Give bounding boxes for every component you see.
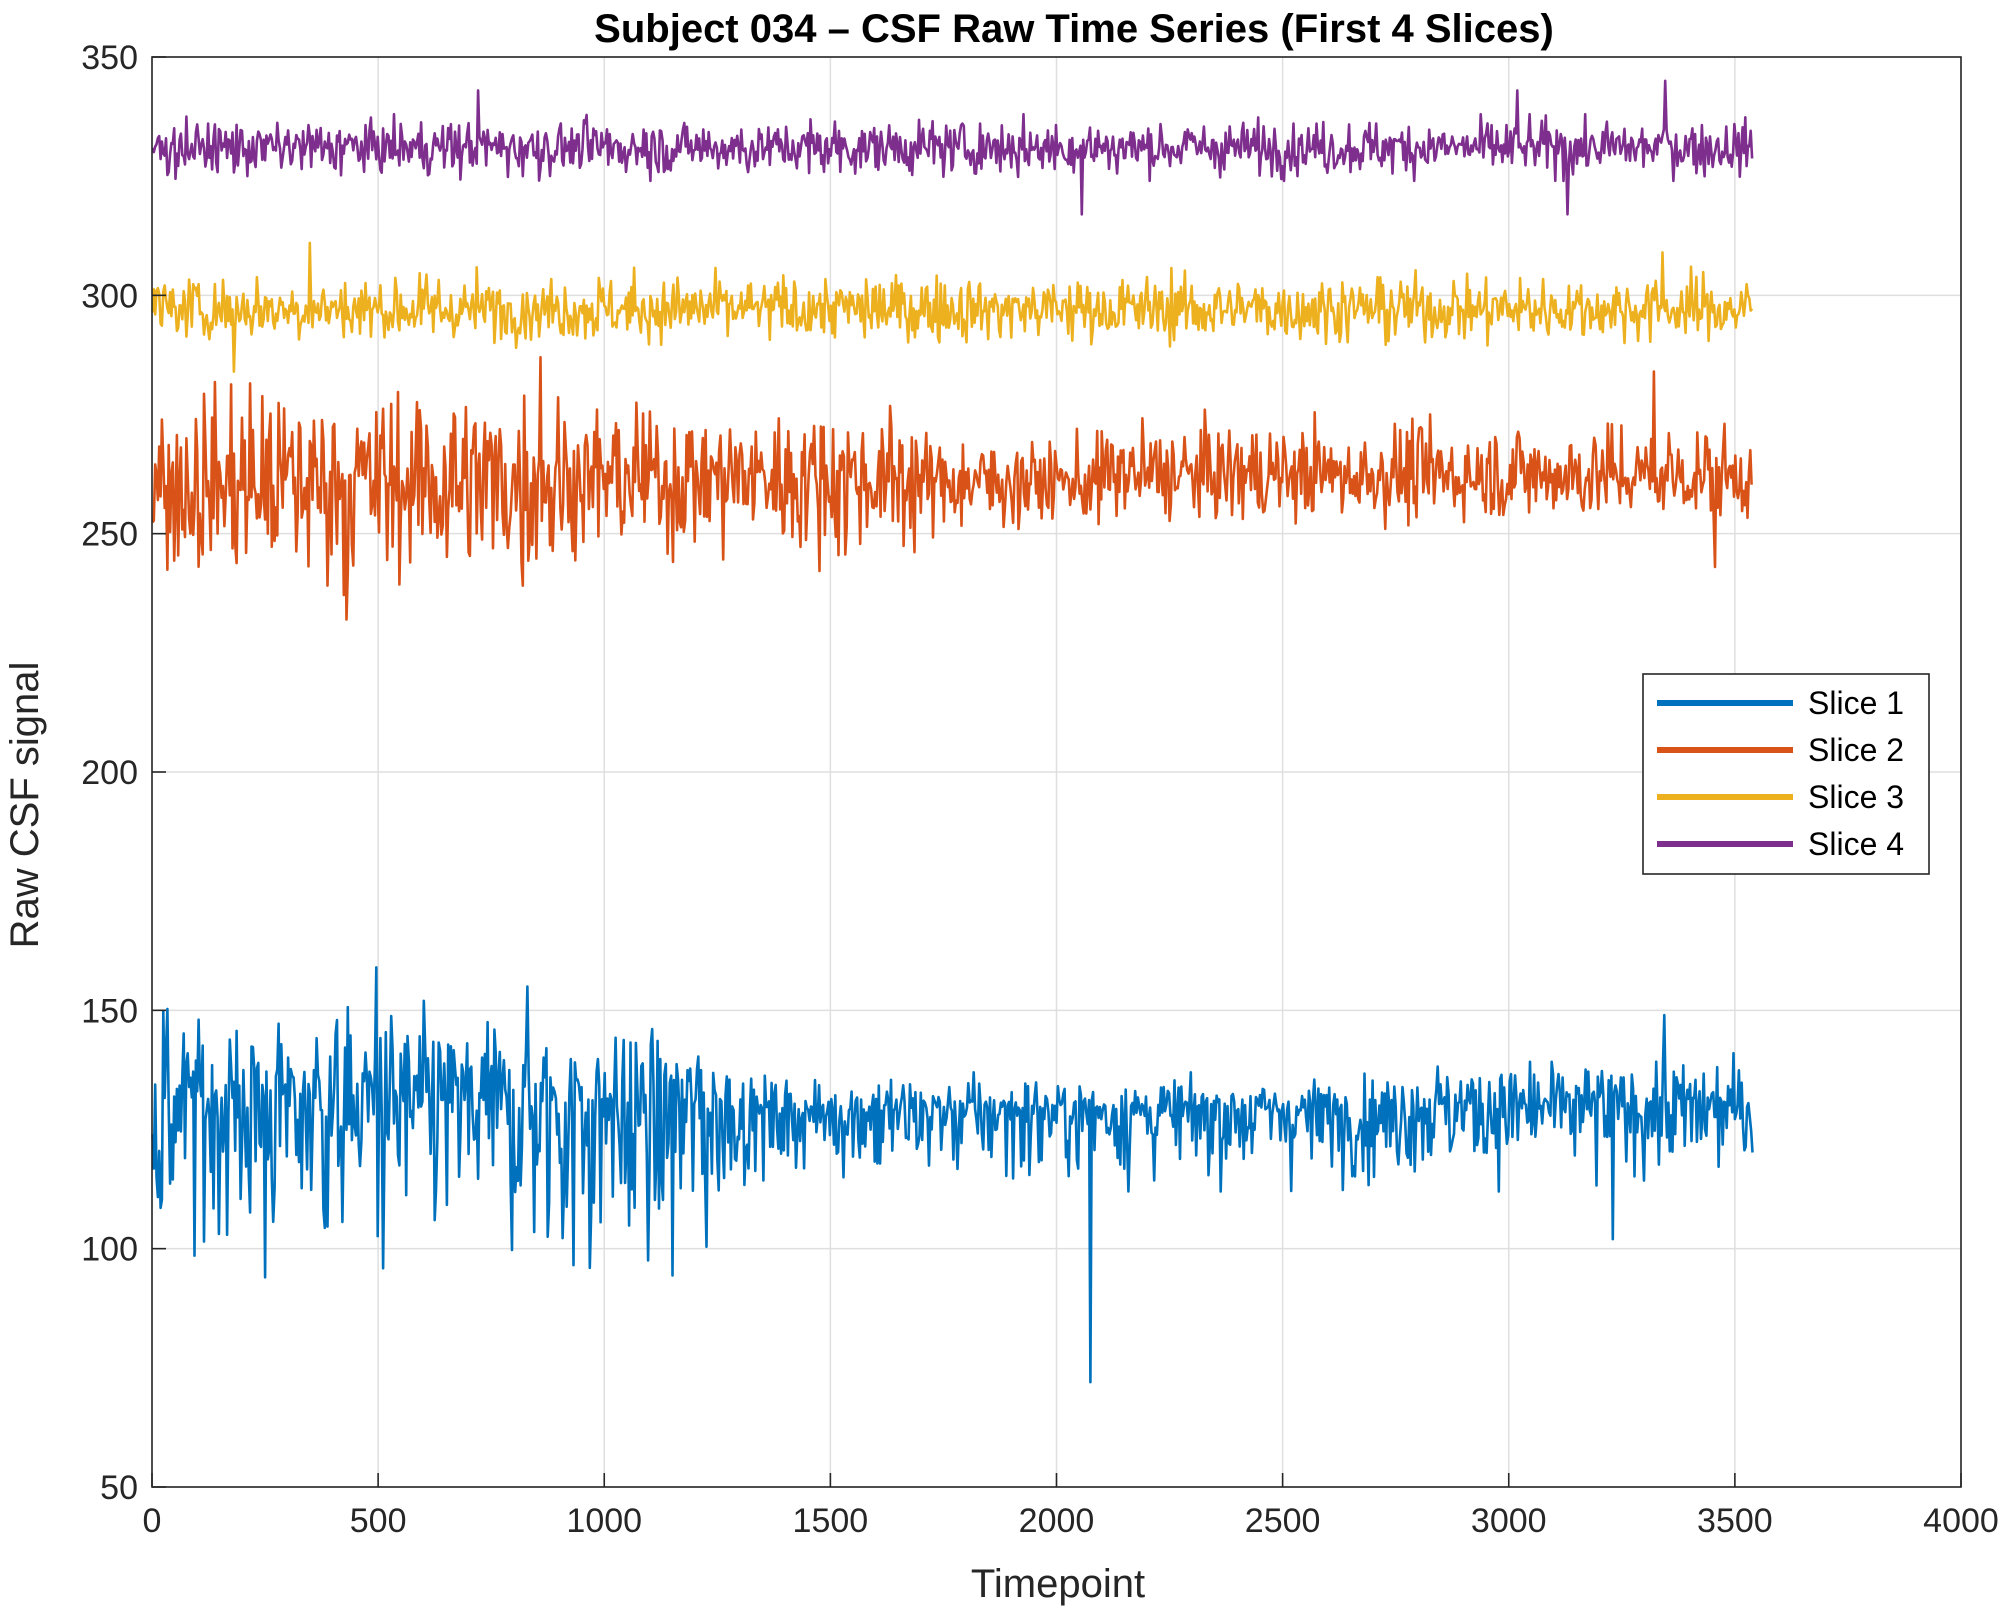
y-axis-label: Raw CSF signal <box>3 662 47 949</box>
x-axis-ticks: 0 500 1000 1500 2000 2500 3000 3500 4000 <box>143 1473 1999 1540</box>
chart-title: Subject 034 – CSF Raw Time Series (First… <box>594 7 1554 51</box>
y-tick-label: 350 <box>81 39 138 77</box>
x-tick-label: 500 <box>350 1502 407 1540</box>
legend-label: Slice 4 <box>1808 826 1904 862</box>
series-line-slice-3 <box>151 241 1754 373</box>
legend-label: Slice 2 <box>1808 732 1904 768</box>
y-tick-label: 50 <box>100 1469 138 1507</box>
x-tick-label: 3500 <box>1697 1502 1773 1540</box>
plot-area <box>151 79 1754 1384</box>
series-line-slice-2 <box>151 356 1753 621</box>
y-tick-label: 250 <box>81 516 138 554</box>
legend: Slice 1 Slice 2 Slice 3 Slice 4 <box>1642 673 1930 875</box>
y-tick-label: 300 <box>81 277 138 315</box>
y-tick-label: 100 <box>81 1231 138 1269</box>
x-axis-label: Timepoint <box>971 1562 1145 1606</box>
x-tick-label: 4000 <box>1923 1502 1999 1540</box>
x-tick-label: 3000 <box>1471 1502 1547 1540</box>
series-line-slice-4 <box>151 79 1754 216</box>
y-tick-label: 150 <box>81 992 138 1030</box>
legend-box <box>1642 673 1930 875</box>
y-tick-label: 200 <box>81 754 138 792</box>
x-tick-label: 1500 <box>793 1502 869 1540</box>
legend-label: Slice 3 <box>1808 779 1904 815</box>
y-axis-ticks: 50 100 150 200 250 300 350 <box>81 39 166 1507</box>
x-tick-label: 2000 <box>1019 1502 1095 1540</box>
x-tick-label: 0 <box>143 1502 162 1540</box>
x-tick-label: 2500 <box>1245 1502 1321 1540</box>
series-line-slice-1 <box>151 966 1754 1384</box>
legend-label: Slice 1 <box>1808 685 1904 721</box>
x-tick-label: 1000 <box>566 1502 642 1540</box>
